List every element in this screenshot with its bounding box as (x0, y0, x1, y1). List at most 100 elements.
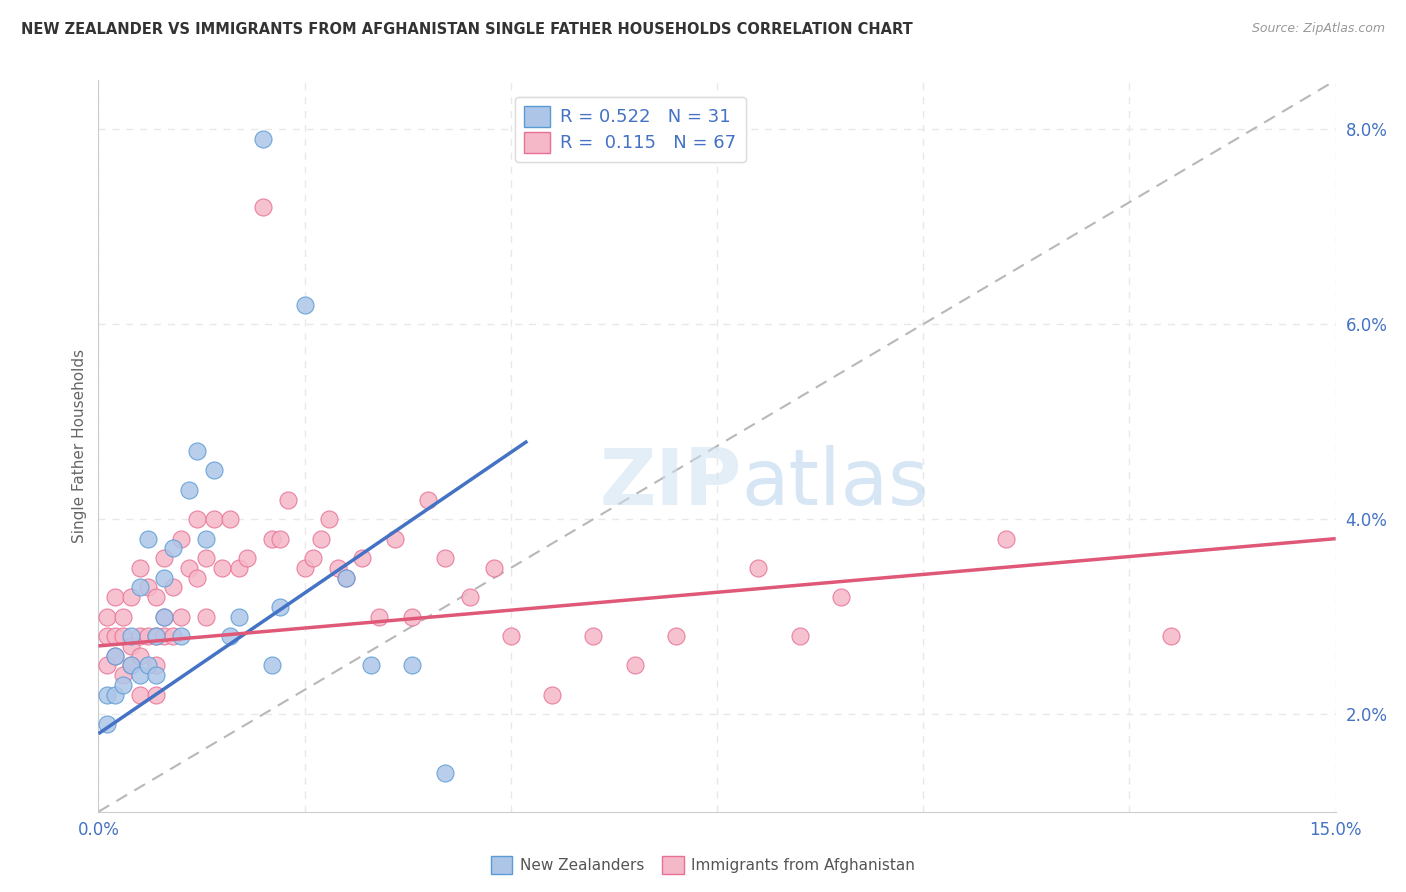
Point (162, 541, 184, 556)
Point (541, 688, 564, 702)
Point (136, 532, 159, 546)
Point (326, 561, 349, 575)
Point (145, 590, 167, 604)
Point (228, 609, 250, 624)
Point (236, 551, 259, 566)
Point (112, 668, 135, 682)
Point (994, 532, 1017, 546)
Point (153, 609, 176, 624)
Point (433, 765, 456, 780)
Point (179, 561, 201, 575)
Legend: R = 0.522   N = 31, R =  0.115   N = 67: R = 0.522 N = 31, R = 0.115 N = 67 (516, 96, 745, 161)
Point (128, 688, 150, 702)
Point (179, 483, 201, 497)
Point (145, 629, 167, 643)
Point (128, 648, 150, 663)
Point (145, 629, 167, 643)
Point (1160, 629, 1182, 643)
Point (499, 629, 522, 643)
Point (170, 609, 193, 624)
Point (302, 551, 325, 566)
Point (360, 658, 382, 673)
Point (120, 658, 142, 673)
Point (104, 590, 127, 604)
Text: ZIP: ZIP (599, 444, 742, 521)
Point (104, 648, 127, 663)
Point (96, 609, 118, 624)
Point (219, 629, 242, 643)
Point (153, 551, 176, 566)
Point (194, 551, 217, 566)
Legend: New Zealanders, Immigrants from Afghanistan: New Zealanders, Immigrants from Afghanis… (485, 850, 921, 880)
Point (128, 581, 150, 595)
Point (186, 443, 208, 458)
Point (120, 629, 142, 643)
Text: NEW ZEALANDER VS IMMIGRANTS FROM AFGHANISTAN SINGLE FATHER HOUSEHOLDS CORRELATIO: NEW ZEALANDER VS IMMIGRANTS FROM AFGHANI… (21, 22, 912, 37)
Point (170, 629, 193, 643)
Point (153, 609, 176, 624)
Point (112, 678, 135, 692)
Point (96, 688, 118, 702)
Point (665, 629, 688, 643)
Point (352, 551, 374, 566)
Text: atlas: atlas (742, 444, 929, 521)
Point (260, 532, 283, 546)
Point (458, 590, 481, 604)
Point (120, 658, 142, 673)
Point (335, 571, 357, 585)
Point (136, 629, 159, 643)
Point (433, 551, 456, 566)
Point (145, 688, 167, 702)
Point (104, 629, 127, 643)
Point (294, 561, 316, 575)
Text: Source: ZipAtlas.com: Source: ZipAtlas.com (1251, 22, 1385, 36)
Point (145, 668, 167, 682)
Y-axis label: Single Father Households: Single Father Households (72, 349, 87, 543)
Point (269, 599, 291, 614)
Point (104, 688, 127, 702)
Point (112, 609, 135, 624)
Point (202, 512, 225, 526)
Point (747, 561, 769, 575)
Point (401, 609, 423, 624)
Point (367, 609, 389, 624)
Point (128, 668, 150, 682)
Point (128, 629, 150, 643)
Point (162, 629, 184, 643)
Point (484, 561, 506, 575)
Point (335, 571, 357, 585)
Point (153, 629, 176, 643)
Point (162, 581, 184, 595)
Point (582, 629, 605, 643)
Point (294, 297, 316, 311)
Point (153, 571, 176, 585)
Point (228, 561, 250, 575)
Point (186, 571, 208, 585)
Point (219, 512, 242, 526)
Point (401, 658, 423, 673)
Point (194, 532, 217, 546)
Point (260, 658, 283, 673)
Point (96, 717, 118, 731)
Point (623, 658, 645, 673)
Point (96, 629, 118, 643)
Point (120, 590, 142, 604)
Point (194, 609, 217, 624)
Point (186, 512, 208, 526)
Point (252, 132, 274, 146)
Point (309, 532, 332, 546)
Point (418, 492, 440, 507)
Point (269, 532, 291, 546)
Point (277, 492, 299, 507)
Point (112, 629, 135, 643)
Point (96, 658, 118, 673)
Point (145, 658, 167, 673)
Point (830, 590, 852, 604)
Point (120, 639, 142, 653)
Point (170, 532, 193, 546)
Point (318, 512, 340, 526)
Point (136, 581, 159, 595)
Point (252, 200, 274, 214)
Point (202, 463, 225, 477)
Point (128, 561, 150, 575)
